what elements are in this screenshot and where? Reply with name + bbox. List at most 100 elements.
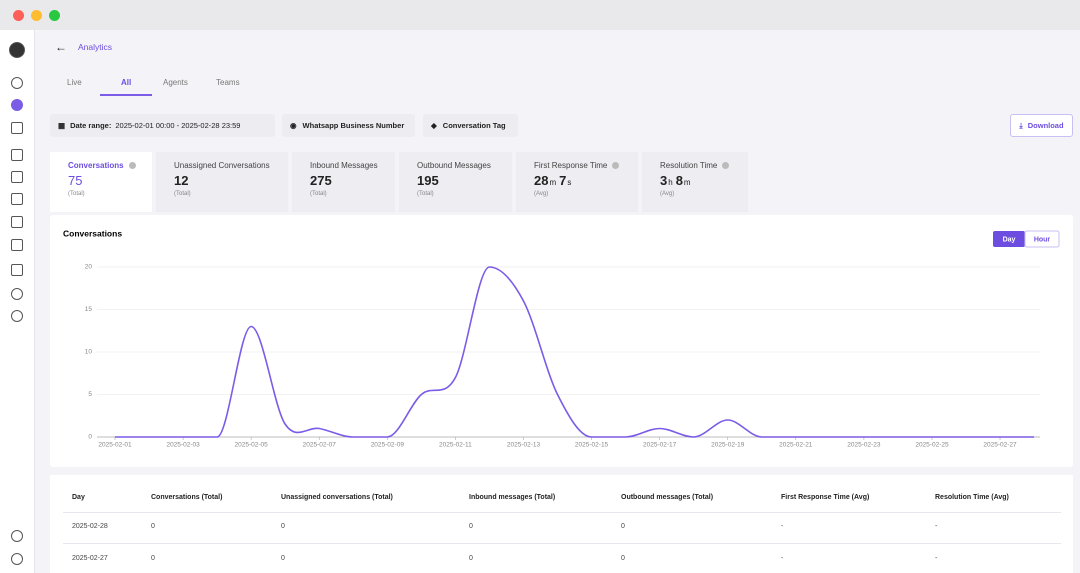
table-cell: -: [781, 555, 784, 562]
stat-card[interactable]: Unassigned Conversations 12 (Total): [156, 152, 288, 212]
sidebar-icon[interactable]: [11, 193, 23, 205]
min-dot[interactable]: [31, 10, 42, 21]
chart-title: Conversations: [63, 228, 122, 238]
table-cell: 0: [281, 523, 285, 530]
x-tick-label: 2025-02-23: [847, 442, 881, 449]
sidebar: [0, 30, 35, 573]
sidebar-icon[interactable]: [11, 149, 23, 161]
table-header: Inbound messages (Total): [469, 494, 556, 501]
stat-number: 8: [675, 173, 683, 188]
whatsapp-filter[interactable]: ◉ Whatsapp Business Number: [282, 114, 415, 137]
line-series: [115, 266, 1035, 438]
table-header: Day: [72, 494, 85, 501]
table-header: Outbound messages (Total): [621, 494, 714, 501]
close-dot[interactable]: [13, 10, 24, 21]
tab[interactable]: Live: [67, 78, 82, 87]
table-cell: -: [935, 555, 938, 562]
stat-number: 75: [68, 173, 83, 188]
table-cell: 0: [469, 523, 473, 530]
stat-value: 28m 7s: [534, 173, 638, 188]
tag-label: Conversation Tag: [442, 121, 506, 130]
download-button[interactable]: ⤓ Download: [1010, 114, 1073, 137]
stat-sub: (Total): [417, 191, 434, 197]
y-tick-label: 10: [85, 349, 93, 356]
stat-label: Outbound Messages: [417, 161, 491, 170]
stat-unit: s: [567, 178, 572, 187]
info-icon: [722, 162, 730, 169]
sidebar-icon[interactable]: [9, 42, 25, 58]
stat-unit: m: [683, 178, 691, 187]
table-cell: 0: [151, 523, 155, 530]
sidebar-icon[interactable]: [11, 216, 23, 228]
x-tick-label: 2025-02-11: [439, 442, 472, 449]
sidebar-icon[interactable]: [11, 553, 23, 565]
stat-unit: m: [549, 178, 557, 187]
back-arrow[interactable]: ←: [55, 40, 67, 54]
x-tick-label: 2025-02-05: [235, 442, 269, 449]
x-tick-label: 2025-02-17: [643, 442, 677, 449]
stat-number: 7: [559, 173, 567, 188]
sidebar-icon[interactable]: [11, 99, 23, 111]
tag-filter[interactable]: ◆ Conversation Tag: [423, 114, 518, 137]
stat-card[interactable]: First Response Time 28m 7s (Avg): [516, 152, 638, 212]
toggle-hour[interactable]: [1024, 230, 1060, 248]
date-range-filter[interactable]: ▦ Date range: 2025-02-01 00:00 - 2025-02-2…: [50, 114, 275, 137]
stat-card[interactable]: Conversations 75 (Total): [50, 152, 152, 212]
table-cell: 0: [151, 555, 155, 562]
max-dot[interactable]: [49, 10, 60, 21]
y-tick-label: 15: [85, 306, 93, 313]
sidebar-icon[interactable]: [11, 288, 23, 300]
x-tick-label: 2025-02-09: [371, 442, 405, 449]
table-cell: 0: [621, 555, 625, 562]
stat-value: 195: [417, 173, 512, 188]
sidebar-icon[interactable]: [11, 171, 23, 183]
stat-unit: h: [668, 178, 673, 187]
table-header: First Response Time (Avg): [781, 494, 870, 501]
download-label: Download: [1027, 121, 1064, 130]
row-divider: [63, 512, 1061, 513]
x-tick-label: 2025-02-01: [98, 442, 132, 449]
stat-number: 195: [417, 173, 439, 188]
sidebar-icon[interactable]: [11, 239, 23, 251]
stat-number: 28: [534, 173, 549, 188]
whatsapp-label: Whatsapp Business Number: [302, 121, 405, 130]
table: Day Conversations (Total) Unassigned conve…: [50, 475, 1073, 573]
stat-card[interactable]: Outbound Messages 195 (Total): [399, 152, 512, 212]
toggle-day-label[interactable]: Day: [1003, 236, 1016, 243]
stat-label-row: Conversations: [68, 161, 152, 170]
sidebar-icon[interactable]: [11, 77, 23, 89]
table-cell: 0: [281, 555, 285, 562]
sidebar-icon[interactable]: [11, 530, 23, 542]
stat-label: Resolution Time: [660, 161, 718, 170]
x-tick-label: 2025-02-25: [915, 442, 949, 449]
stat-label: Unassigned Conversations: [174, 161, 270, 170]
stat-label: First Response Time: [534, 161, 608, 170]
stat-sub: (Avg): [660, 191, 675, 197]
stat-sub: (Total): [68, 191, 85, 197]
stat-card[interactable]: Inbound Messages 275 (Total): [292, 152, 395, 212]
tab[interactable]: All: [121, 78, 132, 87]
table-header: Conversations (Total): [151, 494, 223, 501]
sidebar-icon[interactable]: [11, 264, 23, 276]
table-header: Unassigned conversations (Total): [281, 494, 393, 501]
date-label: Date range:: [70, 121, 112, 130]
sidebar-icon[interactable]: [11, 122, 23, 134]
tab[interactable]: Teams: [216, 78, 240, 87]
toggle-day[interactable]: [993, 231, 1025, 247]
x-tick-label: 2025-02-19: [711, 442, 745, 449]
stat-card[interactable]: Resolution Time 3h 8m (Avg): [642, 152, 748, 212]
stat-value: 3h 8m: [660, 173, 748, 188]
x-tick-label: 2025-02-03: [166, 442, 200, 449]
table-cell: -: [935, 523, 938, 530]
stat-label: Inbound Messages: [310, 161, 378, 170]
stat-number: 3: [660, 173, 668, 188]
tab[interactable]: Agents: [163, 78, 188, 87]
table-cell: 0: [621, 523, 625, 530]
stat-label-row: Resolution Time: [660, 161, 748, 170]
toggle-hour-label[interactable]: Hour: [1034, 236, 1051, 243]
row-divider: [63, 543, 1061, 544]
x-tick-label: 2025-02-15: [575, 442, 609, 449]
table-cell: 0: [469, 555, 473, 562]
sidebar-icon[interactable]: [11, 310, 23, 322]
